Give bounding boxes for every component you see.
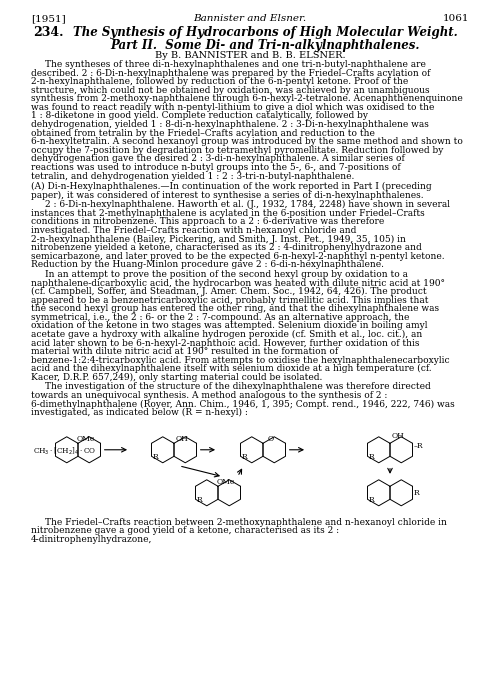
- Text: The Synthesis of Hydrocarbons of High Molecular Weight.: The Synthesis of Hydrocarbons of High Mo…: [72, 26, 458, 39]
- Text: the second hexyl group has entered the other ring, and that the dihexylnaphthale: the second hexyl group has entered the o…: [31, 304, 439, 313]
- Text: 1 : 8-diketone in good yield. Complete reduction catalytically, followed by: 1 : 8-diketone in good yield. Complete r…: [31, 111, 368, 120]
- Text: –R: –R: [414, 442, 424, 450]
- Text: 2-n-hexylnaphthalene (Bailey, Pickering, and Smith, J. Inst. Pet., 1949, 35, 105: 2-n-hexylnaphthalene (Bailey, Pickering,…: [31, 235, 406, 244]
- Text: oxidation of the ketone in two stages was attempted. Selenium dioxide in boiling: oxidation of the ketone in two stages wa…: [31, 322, 427, 331]
- Text: structure, which could not be obtained by oxidation, was achieved by an unambigu: structure, which could not be obtained b…: [31, 86, 429, 95]
- Text: towards an unequivocal synthesis. A method analogous to the synthesis of 2 :: towards an unequivocal synthesis. A meth…: [31, 391, 388, 400]
- Text: R: R: [242, 453, 248, 461]
- Text: 6-n-hexyltetralin. A second hexanoyl group was introduced by the same method and: 6-n-hexyltetralin. A second hexanoyl gro…: [31, 137, 463, 146]
- Text: R: R: [369, 453, 374, 461]
- Text: The investigation of the structure of the dihexylnaphthalene was therefore direc: The investigation of the structure of th…: [45, 383, 431, 391]
- Text: material with dilute nitric acid at 190° resulted in the formation of: material with dilute nitric acid at 190°…: [31, 347, 338, 356]
- Text: The Friedel–Crafts reaction between 2-methoxynaphthalene and n-hexanoyl chloride: The Friedel–Crafts reaction between 2-me…: [45, 518, 447, 527]
- Text: described. 2 : 6-Di-n-hexylnaphthalene was prepared by the Friedel–Crafts acylat: described. 2 : 6-Di-n-hexylnaphthalene w…: [31, 69, 430, 77]
- Text: nitrobenzene yielded a ketone, characterised as its 2 : 4-dinitrophenylhydrazone: nitrobenzene yielded a ketone, character…: [31, 243, 422, 252]
- Text: acid and the dihexylnaphthalene itself with selenium dioxide at a high temperatu: acid and the dihexylnaphthalene itself w…: [31, 364, 431, 374]
- Text: (cf. Campbell, Soffer, and Steadman, J. Amer. Chem. Soc., 1942, 64, 426). The pr: (cf. Campbell, Soffer, and Steadman, J. …: [31, 287, 426, 296]
- Text: R: R: [414, 489, 420, 497]
- Text: 6-dimethylnaphthalene (Royer, Ann. Chim., 1946, 1, 395; Compt. rend., 1946, 222,: 6-dimethylnaphthalene (Royer, Ann. Chim.…: [31, 400, 455, 409]
- Text: naphthalene-dicarboxylic acid, the hydrocarbon was heated with dilute nitric aci: naphthalene-dicarboxylic acid, the hydro…: [31, 278, 445, 287]
- Text: In an attempt to prove the position of the second hexyl group by oxidation to a: In an attempt to prove the position of t…: [45, 270, 408, 279]
- Text: benzene-1:2:4-tricarboxylic acid. From attempts to oxidise the hexylnaphthalenec: benzene-1:2:4-tricarboxylic acid. From a…: [31, 356, 450, 365]
- Text: Reduction by the Huang-Minlon procedure gave 2 : 6-di-n-hexylnaphthalene.: Reduction by the Huang-Minlon procedure …: [31, 260, 384, 269]
- Text: acetate gave a hydroxy with alkaline hydrogen peroxide (cf. Smith et al., loc. c: acetate gave a hydroxy with alkaline hyd…: [31, 330, 422, 339]
- Text: dehydrogenation gave the desired 2 : 3-di-n-hexylnaphthalene. A similar series o: dehydrogenation gave the desired 2 : 3-d…: [31, 155, 405, 164]
- Text: appeared to be a benzenetricarboxylic acid, probably trimellitic acid. This impl: appeared to be a benzenetricarboxylic ac…: [31, 296, 428, 305]
- Text: synthesis from 2-methoxy-naphthalene through 6-n-hexyl-2-tetralone. Acenaphthene: synthesis from 2-methoxy-naphthalene thr…: [31, 95, 463, 103]
- Text: instances that 2-methylnaphthalene is acylated in the 6-position under Friedel–C: instances that 2-methylnaphthalene is ac…: [31, 209, 425, 218]
- Text: 234.: 234.: [33, 26, 64, 39]
- Text: O: O: [268, 435, 274, 443]
- Text: OMe: OMe: [216, 477, 235, 486]
- Text: CH$_3\cdot$[CH$_2$]$_4\cdot$CO: CH$_3\cdot$[CH$_2$]$_4\cdot$CO: [33, 446, 96, 457]
- Text: Kacer, D.R.P. 657,249), only starting material could be isolated.: Kacer, D.R.P. 657,249), only starting ma…: [31, 373, 322, 382]
- Text: conditions in nitrobenzene. This approach to a 2 : 6-derivative was therefore: conditions in nitrobenzene. This approac…: [31, 217, 384, 226]
- Text: investigated. The Friedel–Crafts reaction with n-hexanoyl chloride and: investigated. The Friedel–Crafts reactio…: [31, 226, 356, 235]
- Text: semicarbazone, and later proved to be the expected 6-n-hexyl-2-naphthyl n-pentyl: semicarbazone, and later proved to be th…: [31, 252, 444, 261]
- Text: 2-n-hexylnaphthalene, followed by reduction of the 6-n-pentyl ketone. Proof of t: 2-n-hexylnaphthalene, followed by reduct…: [31, 77, 408, 86]
- Text: (A) Di-n-Hexylnaphthalenes.—In continuation of the work reported in Part I (prec: (A) Di-n-Hexylnaphthalenes.—In continuat…: [31, 182, 431, 191]
- Text: 2 : 6-Di-n-hexylnaphthalene. Haworth et al. (J., 1932, 1784, 2248) have shown in: 2 : 6-Di-n-hexylnaphthalene. Haworth et …: [45, 200, 450, 209]
- Text: dehydrogenation, yielded 1 : 8-di-n-hexylnaphthalene. 2 : 3-Di-n-hexylnaphthalen: dehydrogenation, yielded 1 : 8-di-n-hexy…: [31, 120, 429, 129]
- Text: 4-dinitrophenylhydrazone,: 4-dinitrophenylhydrazone,: [31, 535, 152, 544]
- Text: 1061: 1061: [442, 14, 469, 23]
- Text: Bannister and Elsner.: Bannister and Elsner.: [194, 14, 306, 23]
- Text: Part II.  Some Di- and Tri-n-alkylnaphthalenes.: Part II. Some Di- and Tri-n-alkylnaphtha…: [110, 39, 420, 52]
- Text: obtained from tetralin by the Friedel–Crafts acylation and reduction to the: obtained from tetralin by the Friedel–Cr…: [31, 129, 375, 138]
- Text: The syntheses of three di-n-hexylnaphthalenes and one tri-n-butyl-naphthalene ar: The syntheses of three di-n-hexylnaphtha…: [45, 60, 426, 69]
- Text: By B. BANNISTER and B. B. ELSNER.: By B. BANNISTER and B. B. ELSNER.: [154, 51, 346, 60]
- Text: tetralin, and dehydrogenation yielded 1 : 2 : 3-tri-n-butyl-naphthalene.: tetralin, and dehydrogenation yielded 1 …: [31, 171, 354, 180]
- Text: symmetrical, i.e., the 2 : 6- or the 2 : 7-compound. As an alternative approach,: symmetrical, i.e., the 2 : 6- or the 2 :…: [31, 313, 409, 322]
- Text: acid later shown to be 6-n-hexyl-2-naphthoic acid. However, further oxidation of: acid later shown to be 6-n-hexyl-2-napht…: [31, 338, 419, 347]
- Text: R: R: [153, 453, 158, 461]
- Text: occupy the 7-position by degradation to tetramethyl pyromellitate. Reduction fol: occupy the 7-position by degradation to …: [31, 145, 444, 155]
- Text: nitrobenzene gave a good yield of a ketone, characterised as its 2 :: nitrobenzene gave a good yield of a keto…: [31, 526, 339, 535]
- Text: OH: OH: [392, 432, 404, 440]
- Text: OMe: OMe: [76, 435, 95, 443]
- Text: R: R: [369, 496, 374, 505]
- Text: [1951]: [1951]: [31, 14, 66, 23]
- Text: investigated, as indicated below (R = n-hexyl) :: investigated, as indicated below (R = n-…: [31, 408, 248, 418]
- Text: R: R: [197, 496, 202, 505]
- Text: paper), it was considered of interest to synthesise a series of di-n-hexylnaphth: paper), it was considered of interest to…: [31, 191, 423, 200]
- Text: was found to react readily with n-pentyl-lithium to give a diol which was oxidis: was found to react readily with n-pentyl…: [31, 103, 434, 112]
- Text: reactions was used to introduce n-butyl groups into the 5-, 6-, and 7-positions : reactions was used to introduce n-butyl …: [31, 163, 401, 172]
- Text: OH: OH: [176, 435, 188, 443]
